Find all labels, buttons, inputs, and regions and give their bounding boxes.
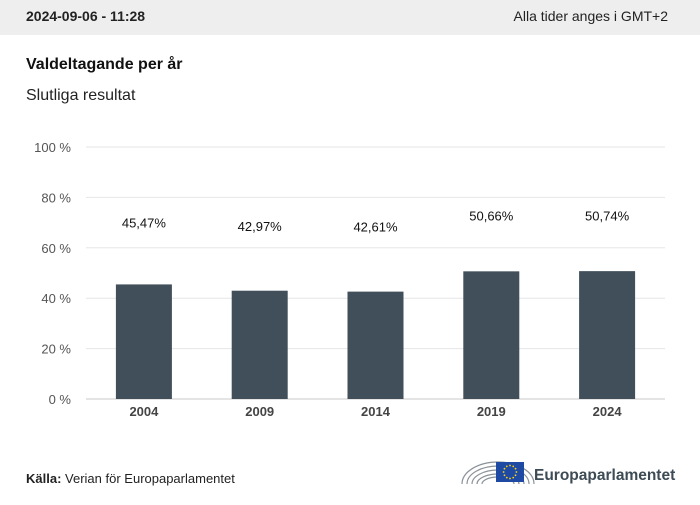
bar — [347, 291, 404, 399]
logo-text: Europaparlamentet — [534, 467, 676, 484]
data-label: 50,66% — [469, 208, 514, 223]
x-tick-label: 2004 — [129, 404, 159, 419]
bar-chart: 0 % 20 % 40 % 60 % 80 % 100 % 45,47% 2004 42,97%… — [34, 140, 665, 419]
chart-subtitle: Slutliga resultat — [26, 87, 136, 104]
y-tick-label: 40 % — [41, 291, 71, 306]
data-label: 45,47% — [122, 216, 167, 231]
y-tick-label: 60 % — [41, 241, 71, 256]
x-tick-label: 2019 — [477, 404, 506, 419]
timezone-note: Alla tider anges i GMT+2 — [513, 8, 668, 24]
eu-flag-icon — [496, 462, 524, 482]
bar — [115, 284, 172, 399]
source-label: Källa: — [26, 471, 62, 486]
y-tick-label: 0 % — [49, 392, 72, 407]
y-tick-label: 100 % — [34, 140, 71, 155]
data-label: 42,61% — [353, 220, 398, 235]
x-tick-label: 2009 — [245, 404, 274, 419]
bar — [231, 290, 288, 399]
y-tick-label: 80 % — [41, 190, 71, 205]
eu-stars-icon — [502, 464, 518, 480]
data-label: 50,74% — [585, 208, 630, 223]
x-tick-label: 2014 — [361, 404, 391, 419]
y-tick-label: 20 % — [41, 342, 71, 357]
bar — [463, 271, 520, 399]
top-bar: 2024-09-06 - 11:28 Alla tider anges i GM… — [0, 0, 700, 35]
source-text: Verian för Europaparlamentet — [65, 471, 235, 486]
x-tick-label: 2024 — [593, 404, 623, 419]
chart-title: Valdeltagande per år — [26, 56, 183, 73]
bar — [579, 271, 636, 399]
timestamp: 2024-09-06 - 11:28 — [26, 8, 146, 24]
data-label: 42,97% — [238, 219, 283, 234]
european-parliament-logo — [461, 461, 535, 485]
source-note: Källa: Verian för Europaparlamentet — [26, 471, 235, 486]
